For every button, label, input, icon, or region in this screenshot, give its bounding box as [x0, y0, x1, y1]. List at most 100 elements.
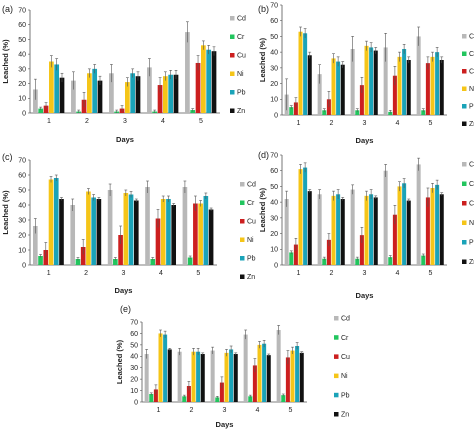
x-tick-label: 1 [297, 120, 301, 127]
bar-pb-day-1 [53, 178, 59, 265]
x-tick-label: 1 [47, 270, 51, 277]
chart-panel-4: (d) 0 10 20 30 40 50 60 70 1 2 3 4 5 Days Leached (%) Cd… [258, 150, 474, 300]
bar-cr-day-5 [421, 255, 426, 265]
y-axis-title: Leached (%) [115, 339, 124, 384]
legend-swatch-pb [462, 104, 467, 109]
bar-cu-day-2 [186, 386, 191, 402]
bar-cu-day-2 [326, 239, 331, 265]
legend-swatch-cd [240, 182, 245, 187]
chart-panel-2: (b) 0 10 20 30 40 50 60 70 1 2 3 4 5 Days Leached (%) Cd… [258, 2, 474, 145]
legend-label-pb: Pb [469, 240, 474, 247]
legend-label-cr: Cr [247, 200, 255, 207]
y-tick-label: 70 [18, 7, 26, 14]
y-tick-label: 30 [130, 365, 138, 372]
bar-zn-day-2 [97, 80, 103, 113]
panel-label: (d) [258, 150, 269, 160]
bar-cd-day-1 [32, 226, 38, 265]
bar-cr-day-1 [38, 256, 43, 265]
legend-label-cd: Cd [469, 162, 474, 169]
bar-cu-day-4 [155, 218, 161, 265]
bar-zn-day-5 [208, 209, 214, 265]
bar-cr-day-2 [182, 396, 187, 402]
bar-zn-day-5 [299, 352, 304, 402]
bar-cu-day-5 [195, 62, 201, 113]
bar-cr-day-4 [248, 396, 253, 402]
x-tick-label: 3 [122, 270, 126, 277]
bar-cr-day-1 [289, 107, 294, 115]
legend-swatch-pb [240, 256, 245, 261]
bar-zn-day-4 [406, 200, 411, 265]
legend-swatch-ni [230, 71, 235, 76]
legend-swatch-ni [240, 237, 245, 242]
bar-zn-day-3 [133, 200, 139, 265]
y-tick-label: 0 [274, 112, 278, 119]
legend-swatch-zn [230, 108, 235, 113]
bar-cr-day-5 [187, 257, 193, 265]
bar-cd-day-4 [147, 67, 152, 113]
legend-swatch-pb [230, 90, 235, 95]
y-tick-label: 40 [270, 50, 278, 57]
bar-cd-day-5 [182, 187, 188, 265]
x-tick-label: 2 [190, 407, 194, 414]
bar-pb-day-5 [295, 346, 300, 402]
bar-cu-day-5 [425, 197, 430, 265]
bar-pb-day-2 [196, 351, 201, 402]
bar-cd-day-3 [109, 73, 114, 113]
x-tick-label: 2 [330, 120, 334, 127]
bar-ni-day-5 [430, 56, 435, 115]
bar-cd-day-3 [350, 49, 355, 115]
chart-panel-1: (a) 0 10 20 30 40 50 60 70 1 2 3 4 5 Days Leached (%) Cd… [1, 4, 246, 144]
legend-label-cu: Cu [247, 219, 256, 226]
legend-label-ni: Ni [341, 373, 348, 380]
x-axis-title: Days [356, 291, 374, 300]
bar-pb-day-1 [303, 167, 308, 265]
bar-pb-day-3 [369, 47, 374, 115]
bar-pb-day-4 [262, 343, 267, 402]
bar-cr-day-3 [355, 110, 360, 115]
y-tick-label: 60 [18, 172, 26, 179]
bar-cu-day-1 [293, 102, 298, 115]
legend-swatch-cr [334, 335, 339, 340]
legend-label-cr: Cr [469, 51, 474, 58]
y-tick-label: 60 [130, 331, 138, 338]
bar-cd-day-3 [107, 190, 113, 265]
legend-label-cu: Cu [469, 69, 474, 76]
bar-pb-day-4 [402, 183, 407, 265]
legend-label-zn: Zn [341, 412, 349, 419]
legend-label-ni: Ni [237, 71, 244, 78]
y-tick-label: 20 [270, 81, 278, 88]
bar-ni-day-4 [163, 76, 168, 113]
bar-zn-day-2 [340, 64, 345, 115]
legend-label-pb: Pb [341, 392, 350, 399]
legend-label-cr: Cr [237, 34, 245, 41]
chart-panel-5: (e) 0 10 20 30 40 50 60 70 1 2 3 4 5 Days Leached (%) Cd… [115, 304, 350, 429]
y-tick-label: 50 [130, 342, 138, 349]
x-tick-label: 4 [256, 407, 260, 414]
bar-ni-day-1 [49, 61, 54, 113]
y-tick-label: 40 [270, 200, 278, 207]
y-tick-label: 30 [18, 217, 26, 224]
bar-cu-day-3 [359, 235, 364, 265]
y-tick-label: 10 [270, 247, 278, 254]
y-tick-label: 50 [18, 187, 26, 194]
bar-ni-day-1 [298, 169, 303, 265]
panel-label: (b) [258, 4, 269, 14]
bar-pb-day-2 [336, 61, 341, 115]
bar-cd-day-4 [243, 334, 248, 402]
bar-zn-day-1 [307, 191, 312, 265]
x-tick-label: 4 [396, 120, 400, 127]
y-tick-label: 30 [18, 66, 26, 73]
x-axis-title: Days [356, 136, 374, 145]
legend-swatch-ni [334, 373, 339, 379]
legend-label-cd: Cd [341, 316, 350, 323]
y-tick-label: 40 [18, 52, 26, 59]
bar-ni-day-3 [125, 82, 130, 113]
bar-cd-day-2 [317, 194, 322, 265]
x-axis-title: Days [116, 135, 134, 144]
bar-cr-day-1 [149, 394, 154, 402]
bar-ni-day-3 [123, 193, 129, 265]
bar-pb-day-3 [229, 349, 234, 402]
legend-swatch-cr [230, 34, 235, 39]
bar-ni-day-5 [290, 350, 295, 402]
bar-cr-day-3 [355, 258, 360, 265]
